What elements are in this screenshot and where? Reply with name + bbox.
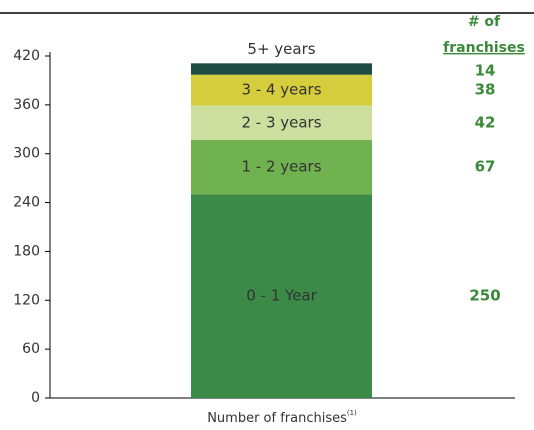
bar-segment <box>191 139 372 195</box>
footnote-marker: (1) <box>347 409 357 417</box>
bar-segment <box>191 74 372 106</box>
column-header: franchises <box>443 40 525 56</box>
column-header: # of <box>468 14 501 30</box>
value-label: 14 <box>475 62 496 80</box>
value-label: 38 <box>475 81 496 99</box>
y-tick-label: 0 <box>31 390 40 406</box>
y-tick-label: 180 <box>13 243 40 259</box>
value-label: 67 <box>475 158 496 176</box>
bar-segment <box>191 105 372 140</box>
y-tick-label: 420 <box>13 48 40 64</box>
segment-label: 3 - 4 years <box>241 81 321 99</box>
y-tick-label: 60 <box>22 341 40 357</box>
segment-label: 0 - 1 Year <box>246 287 317 305</box>
bar-segment <box>191 194 372 398</box>
segment-label: 1 - 2 years <box>241 158 321 176</box>
segment-label: 5+ years <box>247 40 315 58</box>
bar-segment <box>191 63 372 75</box>
x-category-label: Number of franchises(1) <box>207 409 357 426</box>
y-tick-label: 300 <box>13 146 40 162</box>
y-tick-label: 360 <box>13 97 40 113</box>
value-label: 250 <box>469 287 500 305</box>
segment-label: 2 - 3 years <box>241 113 321 131</box>
y-tick-label: 120 <box>13 292 40 308</box>
y-tick-label: 240 <box>13 195 40 211</box>
category: Number of franchises <box>207 411 347 426</box>
value-label: 42 <box>475 113 496 131</box>
